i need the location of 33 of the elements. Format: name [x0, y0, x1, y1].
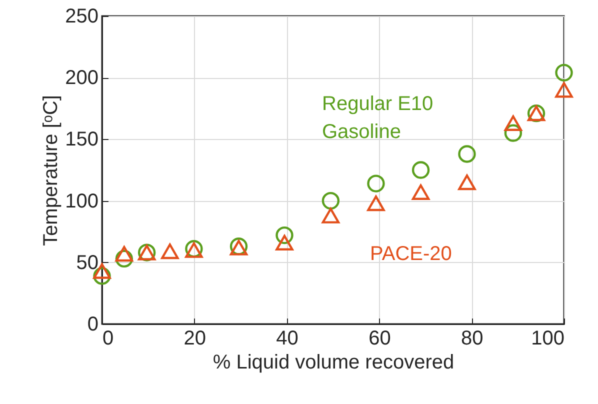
series-label: Regular E10 Gasoline — [322, 93, 434, 143]
point — [367, 174, 385, 192]
point — [458, 145, 476, 163]
point — [555, 82, 573, 98]
y-tick-label: 100 — [65, 190, 98, 212]
point — [504, 124, 522, 142]
x-tick-label: 0 — [102, 328, 114, 350]
x-tick-label: 80 — [460, 328, 484, 350]
point — [115, 246, 134, 262]
y-axis-title: Temperature [ᵒC] — [40, 95, 62, 246]
point — [458, 174, 476, 190]
series-label: PACE-20 — [370, 243, 452, 265]
point — [412, 184, 430, 200]
point — [161, 244, 179, 260]
point — [115, 250, 134, 268]
x-tick-label: 20 — [184, 328, 206, 350]
point — [412, 161, 430, 179]
point — [276, 226, 294, 244]
point — [276, 234, 294, 250]
x-tick-label: 40 — [276, 328, 298, 350]
x-tick-label: 60 — [368, 328, 391, 350]
x-tick-label: 100 — [531, 328, 564, 350]
point — [504, 115, 522, 131]
point — [367, 195, 385, 212]
point — [322, 208, 340, 224]
y-tick-label: 50 — [76, 252, 98, 274]
y-tick-label: 200 — [65, 67, 98, 90]
y-tick-label: 250 — [65, 6, 98, 28]
point — [322, 192, 340, 210]
point — [555, 64, 573, 82]
x-axis-title: % Liquid volume recovered — [212, 352, 454, 374]
y-tick-label: 150 — [65, 128, 98, 151]
y-tick-label: 0 — [87, 314, 98, 336]
